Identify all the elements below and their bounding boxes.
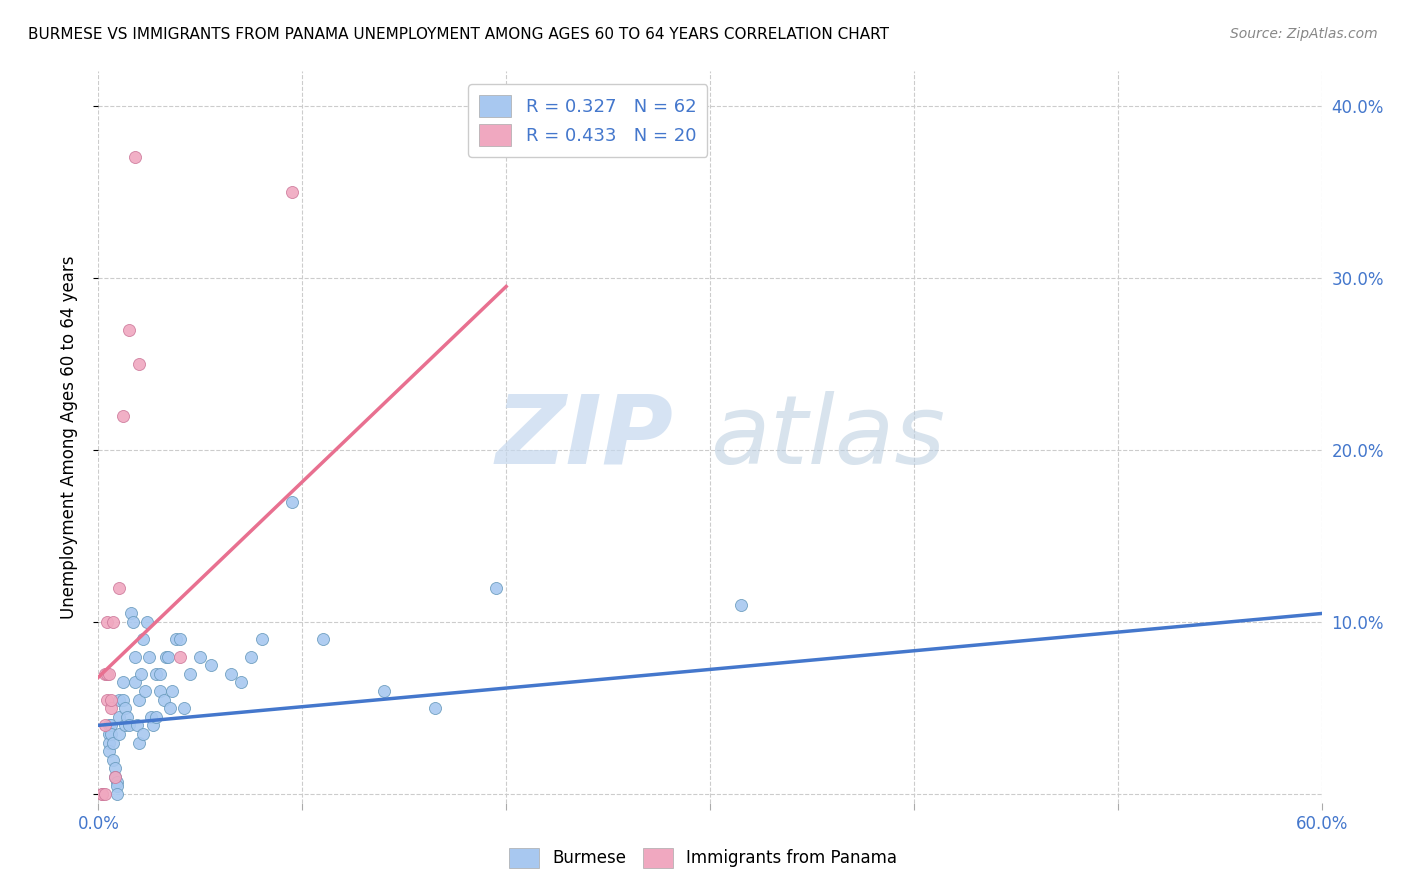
Point [122,615,145,629]
Point [312,632,335,647]
Point [91,787,114,801]
Point [101,753,124,767]
Point [96,615,118,629]
Point [124,649,146,664]
Point [124,675,146,690]
Point [93,666,115,681]
Point [118,718,141,732]
Point [91,787,114,801]
Point [145,710,167,724]
Point [100,718,122,732]
Point [100,701,122,715]
Point [100,692,122,706]
Point [105,775,128,789]
Point [105,787,128,801]
Point [136,615,159,629]
Point [104,770,127,784]
Point [219,666,242,681]
Point [142,718,165,732]
Point [108,710,131,724]
Point [115,710,138,724]
Point [165,632,187,647]
Point [118,322,141,336]
Point [124,150,146,164]
Point [97,735,120,749]
Point [96,692,118,706]
Legend: Burmese, Immigrants from Panama: Burmese, Immigrants from Panama [502,841,904,875]
Point [108,727,131,741]
Point [134,684,156,698]
Point [160,684,183,698]
Point [101,735,124,749]
Point [141,710,163,724]
Point [100,727,122,741]
Text: atlas: atlas [710,391,945,483]
Point [96,666,118,681]
Point [423,701,446,715]
Point [145,666,167,681]
Point [114,718,136,732]
Point [281,185,304,199]
Point [281,494,304,508]
Legend: R = 0.327   N = 62, R = 0.433   N = 20: R = 0.327 N = 62, R = 0.433 N = 20 [468,84,707,157]
Point [128,357,150,371]
Point [179,666,201,681]
Point [132,727,155,741]
Text: Source: ZipAtlas.com: Source: ZipAtlas.com [1230,27,1378,41]
Point [104,770,127,784]
Point [97,727,120,741]
Point [250,632,273,647]
Point [127,718,149,732]
Point [240,649,263,664]
Y-axis label: Unemployment Among Ages 60 to 64 years: Unemployment Among Ages 60 to 64 years [59,255,77,619]
Point [138,649,160,664]
Point [152,692,174,706]
Point [128,735,150,749]
Point [114,701,136,715]
Point [730,598,752,612]
Point [149,684,172,698]
Point [111,409,134,423]
Point [128,692,150,706]
Point [104,761,127,775]
Point [169,632,191,647]
Point [155,649,177,664]
Point [105,779,128,793]
Point [231,675,253,690]
Point [97,666,120,681]
Point [108,692,131,706]
Point [101,615,124,629]
Point [169,649,191,664]
Point [93,718,115,732]
Point [159,701,181,715]
Point [156,649,179,664]
Point [111,675,134,690]
Point [132,632,155,647]
Point [200,658,222,673]
Point [97,744,120,758]
Point [149,666,172,681]
Point [173,701,195,715]
Point [97,718,120,732]
Point [111,692,134,706]
Point [188,649,212,664]
Text: BURMESE VS IMMIGRANTS FROM PANAMA UNEMPLOYMENT AMONG AGES 60 TO 64 YEARS CORRELA: BURMESE VS IMMIGRANTS FROM PANAMA UNEMPL… [28,27,889,42]
Point [93,787,115,801]
Point [120,607,142,621]
Point [129,666,152,681]
Text: ZIP: ZIP [495,391,673,483]
Point [485,581,508,595]
Point [373,684,395,698]
Point [108,581,131,595]
